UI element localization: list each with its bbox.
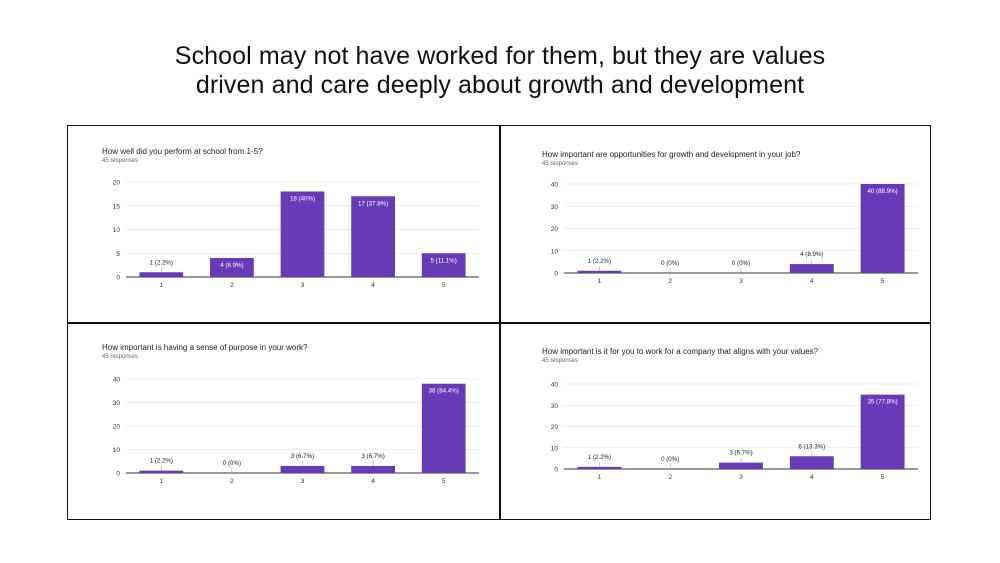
- bar-chart: 0 5 10 15 20 1 (2.2%) 1 4 (8.9%) 2 18 (40%) 3 17 (3…: [113, 180, 479, 289]
- bar: [577, 466, 622, 469]
- data-label: 38 (84.4%): [429, 388, 459, 395]
- bar-chart: 0 10 20 30 40 1 (2.2%) 1 0 (0%) 2 3 (6.7%) 3 3 (6.7…: [113, 377, 479, 485]
- y-tick-label: 30: [551, 403, 559, 410]
- y-tick-label: 10: [551, 248, 559, 255]
- data-label: 1 (2.2%): [150, 259, 173, 266]
- y-tick-label: 20: [113, 424, 121, 431]
- grid-divider-horizontal: [67, 322, 931, 324]
- bar: [210, 258, 254, 277]
- x-tick-label: 5: [881, 474, 885, 481]
- x-tick-label: 2: [230, 478, 234, 485]
- chart-panel-sense-of-purpose: How important is having a sense of purpo…: [69, 324, 499, 519]
- x-tick-label: 1: [159, 478, 163, 485]
- y-tick-label: 10: [113, 447, 121, 454]
- x-tick-label: 1: [598, 474, 602, 481]
- chart-title: How important is it for you to work for …: [542, 347, 819, 356]
- bar: [351, 196, 395, 277]
- data-label: 4 (8.9%): [800, 251, 823, 258]
- data-label: 1 (2.2%): [588, 258, 611, 265]
- x-tick-label: 4: [810, 474, 814, 481]
- response-count: 45 responses: [542, 358, 579, 364]
- data-label: 0 (0%): [661, 456, 679, 463]
- y-tick-label: 0: [554, 271, 558, 278]
- response-count: 45 responses: [102, 158, 139, 164]
- chart-title: How important are opportunities for grow…: [542, 150, 801, 159]
- data-label: 17 (37.8%): [358, 200, 388, 207]
- slide-headline: School may not have worked for them, but…: [0, 42, 1000, 100]
- bar: [351, 465, 395, 473]
- x-tick-label: 4: [371, 478, 375, 485]
- bar: [860, 184, 905, 273]
- data-label: 1 (2.2%): [150, 458, 173, 465]
- y-tick-label: 40: [551, 182, 559, 189]
- data-label: 0 (0%): [732, 260, 750, 267]
- y-tick-label: 40: [113, 377, 121, 384]
- x-tick-label: 5: [442, 282, 446, 289]
- data-label: 4 (8.9%): [220, 262, 243, 269]
- data-label: 3 (6.7%): [361, 453, 384, 460]
- bar: [719, 462, 763, 469]
- chart-title: How well did you perform at school from …: [102, 147, 263, 156]
- bar-chart: 0 10 20 30 40 1 (2.2%) 1 0 (0%) 2 0 (0%) 3 4 (8.9%)…: [551, 182, 918, 285]
- x-tick-label: 3: [301, 282, 305, 289]
- data-label: 1 (2.2%): [588, 454, 611, 461]
- headline-line-2: driven and care deeply about growth and …: [195, 71, 805, 99]
- x-tick-label: 5: [442, 478, 446, 485]
- bar: [139, 470, 184, 473]
- bar: [421, 253, 466, 277]
- x-tick-label: 3: [739, 474, 743, 481]
- response-count: 45 responses: [102, 354, 139, 360]
- bar: [789, 456, 834, 469]
- bar: [280, 465, 325, 473]
- data-label: 40 (88.9%): [867, 188, 897, 195]
- x-tick-label: 3: [301, 478, 305, 485]
- y-tick-label: 15: [113, 203, 121, 210]
- headline-line-1: School may not have worked for them, but…: [174, 42, 826, 70]
- y-tick-label: 0: [116, 471, 120, 478]
- x-tick-label: 1: [598, 278, 602, 285]
- data-label: 5 (11.1%): [431, 257, 457, 264]
- chart-panel-values-alignment: How important is it for you to work for …: [501, 324, 931, 519]
- y-tick-label: 20: [551, 424, 559, 431]
- response-count: 45 responses: [542, 161, 579, 167]
- x-tick-label: 2: [668, 474, 672, 481]
- y-tick-label: 30: [551, 204, 559, 211]
- x-tick-label: 2: [668, 278, 672, 285]
- chart-panel-growth-opportunities: How important are opportunities for grow…: [501, 127, 931, 322]
- y-tick-label: 20: [113, 180, 121, 187]
- data-label: 6 (13.3%): [798, 443, 825, 450]
- chart-title: How important is having a sense of purpo…: [102, 343, 308, 352]
- x-tick-label: 1: [159, 282, 163, 289]
- x-tick-label: 4: [810, 278, 814, 285]
- y-tick-label: 20: [551, 226, 559, 233]
- bar: [789, 264, 834, 273]
- y-tick-label: 10: [113, 227, 121, 234]
- x-tick-label: 4: [371, 282, 375, 289]
- bar: [860, 394, 905, 469]
- y-tick-label: 10: [551, 445, 559, 452]
- bar-chart: 0 10 20 30 40 1 (2.2%) 1 0 (0%) 2 3 (6.7%) 3 6 (13.…: [551, 382, 918, 481]
- x-tick-label: 3: [739, 278, 743, 285]
- bar: [577, 270, 622, 273]
- bar: [421, 383, 466, 473]
- data-label: 18 (40%): [290, 196, 315, 203]
- chart-panel-school-performance: How well did you perform at school from …: [69, 127, 499, 322]
- x-tick-label: 2: [230, 282, 234, 289]
- y-tick-label: 40: [551, 382, 559, 389]
- data-label: 35 (77.8%): [867, 399, 897, 406]
- x-tick-label: 5: [881, 278, 885, 285]
- data-label: 3 (6.7%): [729, 450, 752, 457]
- y-tick-label: 0: [116, 275, 120, 282]
- y-tick-label: 0: [554, 467, 558, 474]
- bar: [280, 191, 325, 277]
- data-label: 0 (0%): [223, 460, 241, 467]
- y-tick-label: 5: [116, 251, 120, 258]
- y-tick-label: 30: [113, 400, 121, 407]
- data-label: 3 (6.7%): [291, 453, 314, 460]
- bar: [139, 272, 184, 277]
- data-label: 0 (0%): [661, 260, 679, 267]
